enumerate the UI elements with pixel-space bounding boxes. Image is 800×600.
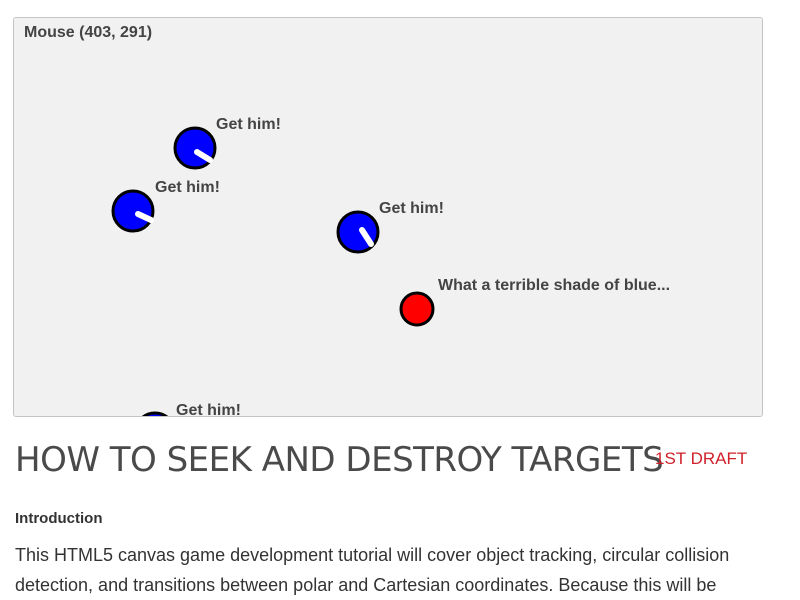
- seeker-speech: Get him!: [216, 116, 281, 133]
- target: What a terrible shade of blue...: [399, 277, 670, 327]
- game-canvas[interactable]: Mouse (403, 291) Get him! Get him! Get h…: [13, 17, 763, 417]
- intro-paragraph: This HTML5 canvas game development tutor…: [15, 545, 730, 595]
- draft-badge: 1ST DRAFT: [655, 449, 748, 468]
- target-speech: What a terrible shade of blue...: [438, 277, 670, 294]
- section-heading-introduction: Introduction: [15, 510, 103, 527]
- seeker-4: Get him!: [141, 402, 241, 417]
- seeker-2: Get him!: [111, 179, 220, 233]
- seeker-3: Get him!: [336, 200, 444, 254]
- page-title: HOW TO SEEK AND DESTROY TARGETS: [15, 440, 664, 480]
- mouse-position-readout: Mouse (403, 291): [24, 24, 153, 41]
- game-scene: Get him! Get him! Get him! Get him! What…: [111, 116, 670, 417]
- seeker-speech: Get him!: [176, 402, 241, 417]
- seeker-speech: Get him!: [379, 200, 444, 217]
- seeker-speech: Get him!: [155, 179, 220, 196]
- seeker-1: Get him!: [173, 116, 281, 170]
